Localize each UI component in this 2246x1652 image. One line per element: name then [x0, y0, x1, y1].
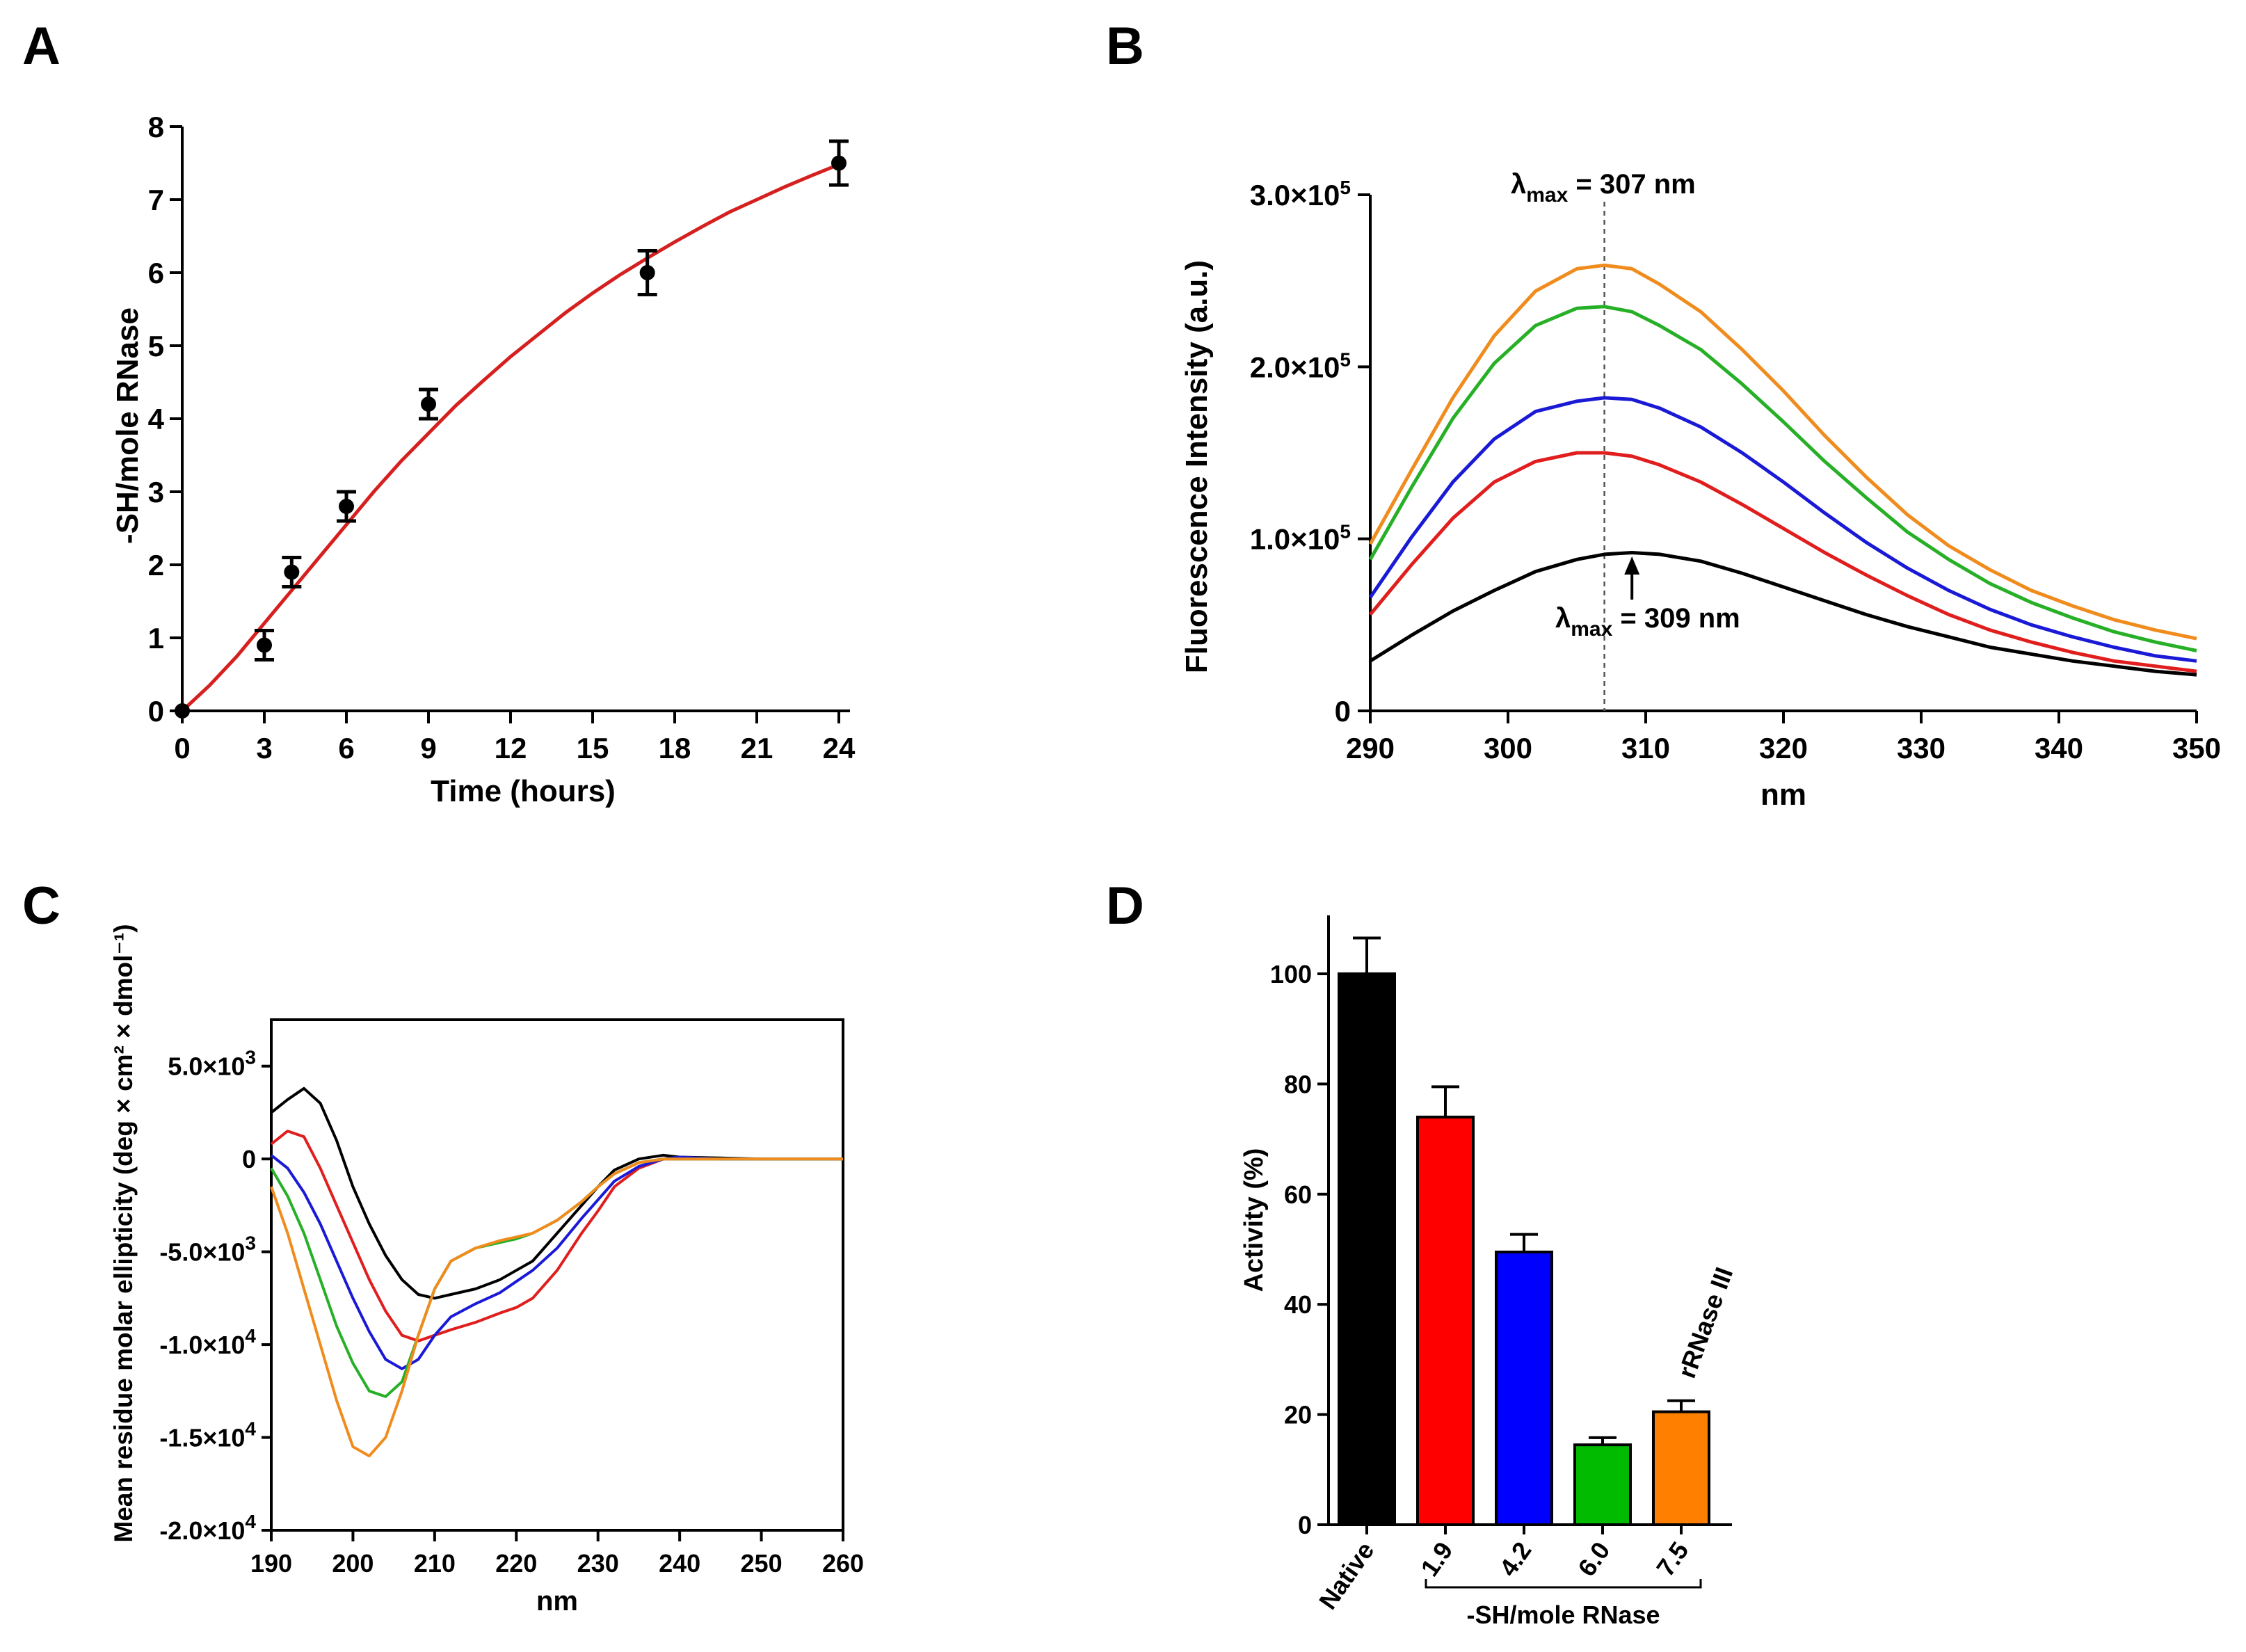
a-y-tick-label: 8 [148, 111, 164, 143]
c-series-line [270, 1154, 843, 1370]
a-x-tick-label: 21 [741, 732, 773, 764]
panel-letter-c: C [22, 876, 61, 936]
d-y-tick-label: 80 [1284, 1070, 1312, 1098]
b-series-line [1368, 305, 2197, 652]
panel-d-chart: 0 20 40 60 80 100 Activity (%) Native 1.9 4.2 6.0 7… [1240, 915, 1738, 1629]
a-y-tick-label: 4 [148, 403, 165, 435]
d-category-label: 4.2 [1493, 1537, 1537, 1582]
c-plot-frame [270, 1018, 844, 1532]
b-x-axis-title: nm [1760, 778, 1806, 812]
panel-b-chart: 0 1.0×105 2.0×105 3.0×105 290 300 310 320 330 340… [1180, 169, 2221, 812]
d-bar [1652, 1410, 1710, 1527]
c-x-tick-label: 220 [495, 1549, 537, 1578]
a-data-point [175, 703, 190, 719]
c-x-tick-label: 260 [822, 1549, 864, 1578]
panel-letter-a: A [22, 17, 61, 76]
a-y-tick-label: 3 [148, 476, 164, 508]
d-y-tick-label: 0 [1298, 1511, 1312, 1539]
c-x-tick-label: 190 [250, 1549, 292, 1578]
b-x-tick-label: 340 [2035, 732, 2083, 764]
a-x-tick-label: 15 [577, 732, 609, 764]
d-group-bracket [1425, 1579, 1702, 1589]
b-y-tick-label: 1.0×105 [1250, 521, 1351, 556]
panel-letter-b: B [1106, 17, 1144, 76]
a-data-point [421, 396, 436, 412]
d-bar [1495, 1250, 1553, 1526]
b-x-tick-label: 350 [2172, 732, 2221, 764]
a-x-tick-label: 18 [659, 732, 691, 764]
b-annotation-309: λmax = 309 nm [1555, 603, 1740, 641]
c-x-tick-label: 250 [741, 1549, 783, 1578]
c-x-tick-label: 210 [414, 1549, 456, 1578]
c-y-tick-label: 5.0×103 [168, 1047, 256, 1081]
b-series-line [1369, 451, 2197, 673]
d-category-label: Native [1313, 1537, 1380, 1614]
d-category-label: 7.5 [1651, 1537, 1694, 1582]
b-y-axis-title: Fluorescence Intensity (a.u.) [1180, 260, 1214, 673]
d-y-tick-label: 20 [1284, 1401, 1312, 1429]
a-y-tick-label: 7 [148, 184, 164, 216]
b-arrow-head [1624, 556, 1640, 575]
b-x-tick-label: 300 [1484, 732, 1532, 764]
c-x-tick-label: 200 [332, 1549, 374, 1578]
a-x-axis-title: Time (hours) [431, 774, 616, 808]
a-y-tick-label: 0 [148, 695, 164, 728]
a-x-tick-label: 9 [420, 732, 436, 764]
d-y-tick-label: 40 [1284, 1290, 1312, 1319]
d-x-axis-title: -SH/mole RNase [1466, 1601, 1660, 1629]
c-y-tick-label: -2.0×104 [159, 1511, 256, 1545]
c-x-axis-title: nm [536, 1586, 578, 1617]
b-x-tick-label: 320 [1759, 732, 1808, 764]
d-y-tick-label: 60 [1284, 1180, 1312, 1209]
a-y-tick-label: 6 [148, 257, 164, 289]
a-y-axis-title: -SH/mole RNase [111, 307, 145, 544]
c-series-line [270, 1086, 843, 1300]
d-category-label: 1.9 [1415, 1537, 1458, 1582]
d-y-tick-label: 100 [1270, 960, 1312, 988]
a-y-tick-label: 2 [148, 549, 164, 582]
a-fit-curve [181, 163, 840, 712]
d-bar-annotation: rRNase III [1672, 1263, 1738, 1381]
c-y-tick-label: -1.0×104 [159, 1325, 256, 1359]
d-y-axis-title: Activity (%) [1240, 1148, 1269, 1292]
b-x-tick-label: 330 [1897, 732, 1946, 764]
c-x-tick-label: 230 [577, 1549, 619, 1578]
a-data-point [284, 564, 300, 580]
a-y-tick-label: 5 [148, 330, 164, 362]
d-bar [1416, 1115, 1475, 1527]
a-data-point [639, 265, 655, 280]
b-y-tick-label: 3.0×105 [1250, 177, 1351, 211]
a-data-point [257, 637, 272, 653]
b-y-tick-label: 2.0×105 [1250, 348, 1351, 383]
d-bar [1573, 1443, 1632, 1526]
b-annotation-307: λmax = 307 nm [1511, 169, 1696, 207]
panel-c-chart: 5.0×103 0 -5.0×103 -1.0×104 -1.5×104 -2.0×104… [109, 924, 864, 1617]
a-data-point [831, 155, 847, 171]
b-series-line [1368, 263, 2197, 641]
c-y-tick-label: 0 [242, 1145, 256, 1173]
a-x-tick-label: 6 [338, 732, 354, 764]
d-category-label: 6.0 [1572, 1537, 1615, 1582]
a-x-tick-label: 24 [823, 732, 856, 764]
b-series-line [1368, 396, 2197, 663]
b-series-line [1369, 551, 2197, 677]
a-y-tick-label: 1 [148, 622, 164, 655]
a-x-tick-label: 3 [256, 732, 272, 764]
b-x-tick-label: 290 [1346, 732, 1395, 764]
c-y-tick-label: -1.5×104 [159, 1418, 256, 1452]
b-y-tick-label: 0 [1335, 695, 1351, 728]
b-x-tick-label: 310 [1621, 732, 1670, 764]
c-x-tick-label: 240 [659, 1549, 700, 1578]
c-series-line [270, 1157, 843, 1458]
d-bar [1338, 972, 1396, 1526]
c-y-tick-label: -5.0×103 [159, 1233, 256, 1267]
c-y-axis-title: Mean residue molar ellipticity (deg × cm… [109, 924, 138, 1542]
a-x-tick-label: 12 [495, 732, 527, 764]
a-data-point [339, 499, 354, 514]
panel-letter-d: D [1106, 876, 1144, 936]
a-x-tick-label: 0 [174, 732, 190, 764]
